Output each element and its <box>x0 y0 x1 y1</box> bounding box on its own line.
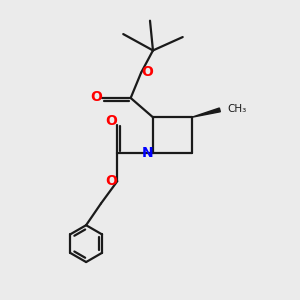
Text: CH₃: CH₃ <box>228 104 247 114</box>
Text: O: O <box>141 65 153 79</box>
Text: O: O <box>90 90 102 104</box>
Text: O: O <box>105 174 117 188</box>
Polygon shape <box>192 108 220 117</box>
Text: N: N <box>142 146 153 160</box>
Text: O: O <box>105 114 117 128</box>
